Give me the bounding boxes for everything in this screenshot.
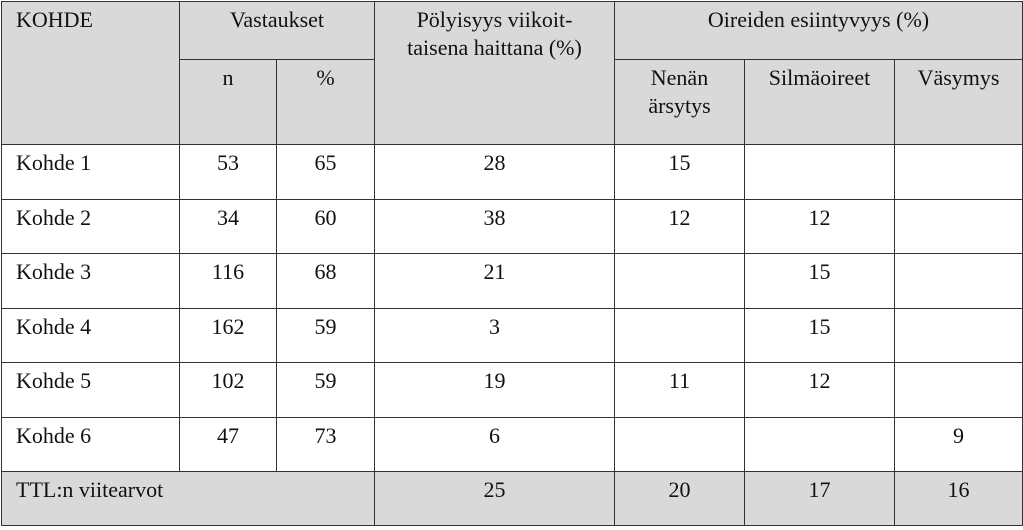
data-cell: 68 — [276, 253, 375, 309]
header-cell: Pölyisyys viikoit-taisena haittana (%) — [374, 1, 615, 145]
data-cell: 59 — [276, 307, 375, 363]
data-row: Kohde 1 53 65 28 15 — [1, 144, 1023, 200]
header-cell: KOHDE — [1, 1, 180, 145]
footer-row: TTL:n viitearvot 25 20 17 16 — [1, 471, 1023, 526]
data-cell: Kohde 6 — [1, 416, 180, 472]
data-cell: 34 — [179, 198, 277, 254]
header-cell: Nenän ärsytys — [614, 59, 745, 145]
header-row: KOHDE Vastaukset Pölyisyys viikoit-taise… — [1, 1, 1023, 145]
data-cell: 3 — [374, 307, 615, 363]
data-cell: 12 — [744, 362, 895, 418]
data-cell: 19 — [374, 362, 615, 418]
header-text: Nenän — [650, 65, 709, 90]
data-cell: 60 — [276, 198, 375, 254]
data-cell: 9 — [893, 416, 1023, 472]
data-cell: 116 — [179, 253, 277, 309]
data-cell: 28 — [374, 144, 615, 200]
data-cell — [893, 362, 1023, 418]
header-cell: % — [276, 59, 375, 145]
data-cell — [744, 416, 895, 472]
data-cell — [614, 307, 745, 363]
footer-cell: 25 — [374, 471, 615, 526]
footer-cell: 16 — [893, 471, 1023, 526]
data-cell: 102 — [179, 362, 277, 418]
header-cell: Oireiden esiintyvyys (%) — [613, 1, 1023, 60]
data-cell: 12 — [614, 198, 745, 254]
data-row: Kohde 3 116 68 21 15 — [1, 253, 1023, 309]
data-cell: 59 — [276, 362, 375, 418]
data-cell: 15 — [744, 307, 895, 363]
data-cell: Kohde 2 — [1, 198, 180, 254]
header-cell: Väsymys — [893, 59, 1023, 145]
footer-label: TTL:n viitearvot — [1, 471, 375, 526]
data-cell — [893, 253, 1023, 309]
header-cell: Silmäoireet — [744, 59, 895, 145]
data-cell: 47 — [179, 416, 277, 472]
header-text: ärsytys — [648, 93, 711, 118]
data-cell: Kohde 4 — [1, 307, 180, 363]
data-cell: 73 — [276, 416, 375, 472]
data-cell — [893, 144, 1023, 200]
header-cell: n — [179, 59, 277, 145]
footer-cell: 20 — [614, 471, 745, 526]
data-cell: 21 — [374, 253, 615, 309]
data-cell — [893, 307, 1023, 363]
data-row: Kohde 6 47 73 6 9 — [1, 416, 1023, 472]
data-cell — [744, 144, 895, 200]
data-cell — [614, 416, 745, 472]
header-text: taisena haittana (%) — [407, 35, 582, 60]
data-cell — [614, 253, 745, 309]
data-row: Kohde 5 102 59 19 11 12 — [1, 362, 1023, 418]
data-cell: 12 — [744, 198, 895, 254]
footer-cell: 17 — [744, 471, 895, 526]
data-cell: Kohde 3 — [1, 253, 180, 309]
data-cell: Kohde 5 — [1, 362, 180, 418]
data-cell: 6 — [374, 416, 615, 472]
data-cell — [893, 198, 1023, 254]
header-row: n % Nenän ärsytys Silmäoireet Väsymys — [2, 59, 1023, 145]
data-cell: 11 — [614, 362, 745, 418]
data-row: Kohde 4 162 59 3 15 — [1, 307, 1023, 363]
data-cell: 15 — [614, 144, 745, 200]
data-cell: Kohde 1 — [1, 144, 180, 200]
data-cell: 15 — [744, 253, 895, 309]
data-cell: 162 — [179, 307, 277, 363]
data-cell: 38 — [374, 198, 615, 254]
data-cell: 65 — [276, 144, 375, 200]
data-cell: 53 — [179, 144, 277, 200]
header-text: Pölyisyys viikoit- — [416, 7, 573, 32]
data-row: Kohde 2 34 60 38 12 12 — [1, 198, 1023, 254]
header-cell: Vastaukset — [179, 1, 375, 60]
